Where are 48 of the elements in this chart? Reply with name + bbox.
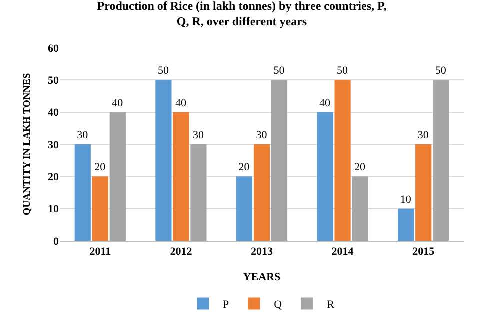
bar xyxy=(334,80,351,241)
data-label: 40 xyxy=(320,97,332,110)
bar xyxy=(352,176,368,241)
x-axis-title: YEARS xyxy=(243,271,281,284)
x-tick-label: 2011 xyxy=(90,246,112,258)
y-tick-label: 0 xyxy=(54,236,60,248)
x-tick-label: 2013 xyxy=(251,246,274,258)
bar xyxy=(92,176,108,241)
data-label: 50 xyxy=(274,65,286,78)
data-label: 50 xyxy=(158,65,170,78)
y-tick-label: 30 xyxy=(48,139,60,152)
bar xyxy=(416,144,432,241)
data-label: 40 xyxy=(175,97,187,110)
data-label: 30 xyxy=(77,130,89,142)
bar xyxy=(236,176,253,241)
data-label: 30 xyxy=(192,130,204,142)
data-label: 20 xyxy=(94,162,106,174)
bar xyxy=(74,144,91,241)
data-label: 50 xyxy=(435,65,447,78)
bar xyxy=(271,80,288,241)
data-label: 30 xyxy=(256,130,268,142)
bar xyxy=(433,80,450,241)
y-tick-label: 40 xyxy=(48,107,60,120)
legend-label: Q xyxy=(274,299,282,312)
bar xyxy=(173,112,190,241)
data-label: 50 xyxy=(337,65,349,78)
bar xyxy=(254,144,270,241)
y-tick-label: 20 xyxy=(48,172,60,184)
bar xyxy=(110,112,126,241)
legend-label: R xyxy=(327,299,336,312)
data-label: 20 xyxy=(238,162,250,174)
bar xyxy=(190,144,207,241)
data-label: 30 xyxy=(418,130,430,142)
y-tick-label: 10 xyxy=(48,204,60,216)
chart-title: Production of Rice (in lakh tonnes) by three countries, P, Q, R, over different years xyxy=(97,0,387,28)
bar xyxy=(317,112,334,241)
data-label: 20 xyxy=(354,162,366,174)
data-label: 40 xyxy=(112,97,124,110)
x-tick-label: 2015 xyxy=(412,246,436,258)
legend-label: P xyxy=(223,299,230,312)
y-tick-label: 50 xyxy=(48,75,60,88)
y-tick-label: 60 xyxy=(48,42,60,55)
y-axis-title: QUANTITY IN LAKH TONNES xyxy=(22,72,33,216)
bar xyxy=(156,80,172,241)
bar xyxy=(398,208,414,241)
x-tick-label: 2014 xyxy=(332,246,354,258)
x-tick-label: 2012 xyxy=(170,246,193,258)
data-label: 10 xyxy=(400,194,412,206)
